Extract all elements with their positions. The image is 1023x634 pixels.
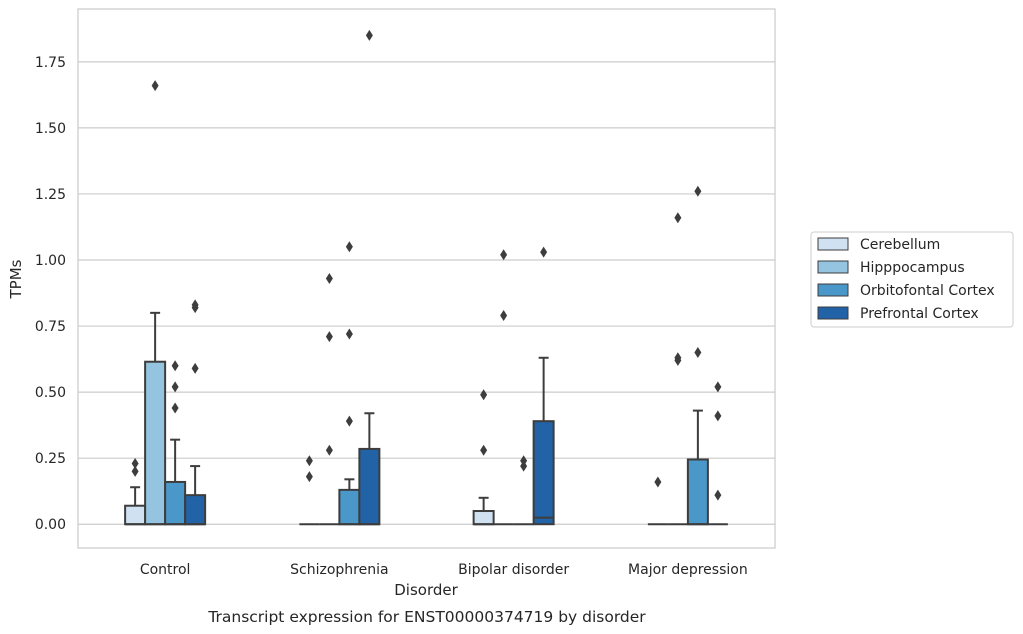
- box-rect: [686, 458, 709, 526]
- box-plot-area: [124, 311, 728, 526]
- outlier-point: [191, 362, 199, 374]
- box-prefrontal-cortex: [358, 412, 381, 526]
- y-tick-label: 0.75: [35, 319, 66, 335]
- outlier-point: [171, 402, 179, 414]
- plot-frame: [77, 8, 776, 549]
- x-axis-ticks: Control Schizophrenia Bipolar disorder Majo…: [140, 562, 748, 578]
- outlier-point: [694, 185, 702, 197]
- box-rect: [184, 494, 207, 526]
- legend-frame: [810, 231, 1014, 328]
- box-orbitofontal-cortex: [164, 438, 187, 526]
- outlier-point: [480, 389, 488, 401]
- outlier-point: [480, 444, 488, 456]
- y-axis-title: TPMs: [7, 259, 25, 299]
- outlier-point: [131, 457, 139, 469]
- box-rect: [338, 488, 361, 526]
- y-tick-label: 0.00: [35, 517, 66, 533]
- outlier-point: [694, 346, 702, 358]
- outlier-point: [171, 360, 179, 372]
- legend-label: Prefrontal Cortex: [860, 306, 979, 322]
- y-tick-label: 1.25: [35, 187, 66, 203]
- outlier-point: [500, 309, 508, 321]
- box-cerebellum: [472, 496, 495, 526]
- outlier-point: [131, 465, 139, 477]
- x-tick-label: Schizophrenia: [290, 562, 388, 578]
- box-rect: [358, 447, 381, 526]
- x-tick-label: Bipolar disorder: [458, 562, 569, 578]
- box-orbitofontal-cortex: [338, 478, 361, 526]
- legend-label: Orbitofontal Cortex: [860, 283, 995, 299]
- box-hipppocampus: [144, 311, 167, 526]
- y-tick-label: 1.00: [35, 253, 66, 269]
- box-prefrontal-cortex: [532, 356, 555, 526]
- outlier-point: [325, 273, 333, 284]
- outlier-point: [500, 249, 508, 261]
- outlier-point: [345, 241, 353, 253]
- outlier-point: [540, 246, 548, 258]
- outlier-point: [325, 331, 333, 343]
- x-tick-label: Major depression: [628, 562, 748, 578]
- box-rect: [532, 420, 555, 526]
- box-rect: [144, 360, 167, 526]
- legend-swatch: [817, 283, 849, 297]
- chart-caption: Transcript expression for ENST0000037471…: [207, 608, 646, 626]
- box-orbitofontal-cortex: [686, 409, 709, 526]
- outlier-points: [131, 29, 722, 501]
- legend: Cerebellum Hipppocampus Orbitofontal Corte…: [810, 231, 1014, 328]
- outlier-point: [325, 444, 333, 456]
- outlier-point: [345, 415, 353, 427]
- legend-swatch: [817, 260, 849, 274]
- outlier-point: [714, 410, 722, 422]
- x-tick-label: Control: [140, 562, 191, 578]
- legend-swatch: [817, 306, 849, 320]
- y-tick-label: 1.75: [35, 55, 66, 71]
- outlier-point: [365, 29, 373, 41]
- legend-label: Hipppocampus: [860, 260, 965, 276]
- y-tick-label: 1.50: [35, 121, 66, 137]
- box-rect: [164, 480, 187, 526]
- y-tick-label: 0.25: [35, 451, 66, 467]
- outlier-point: [151, 80, 159, 92]
- outlier-point: [305, 471, 313, 483]
- box-prefrontal-cortex: [184, 465, 207, 526]
- outlier-point: [520, 455, 528, 467]
- box-rect: [472, 510, 495, 526]
- box-cerebellum: [124, 486, 147, 526]
- outlier-point: [714, 489, 722, 501]
- outlier-point: [674, 212, 682, 224]
- outlier-point: [191, 299, 199, 311]
- outlier-point: [305, 455, 313, 467]
- y-axis-ticks: 0.00 0.25 0.50 0.75 1.00 1.25 1.50 1.75: [35, 55, 66, 533]
- legend-swatch: [817, 237, 849, 251]
- outlier-point: [674, 352, 682, 364]
- outlier-point: [654, 476, 662, 488]
- outlier-point: [714, 381, 722, 393]
- y-tick-label: 0.50: [35, 385, 66, 401]
- outlier-point: [345, 328, 353, 340]
- outlier-point: [171, 381, 179, 393]
- box-rect: [124, 504, 147, 526]
- grid-lines: [78, 61, 775, 525]
- x-axis-title: Disorder: [394, 581, 458, 599]
- legend-label: Cerebellum: [860, 237, 940, 253]
